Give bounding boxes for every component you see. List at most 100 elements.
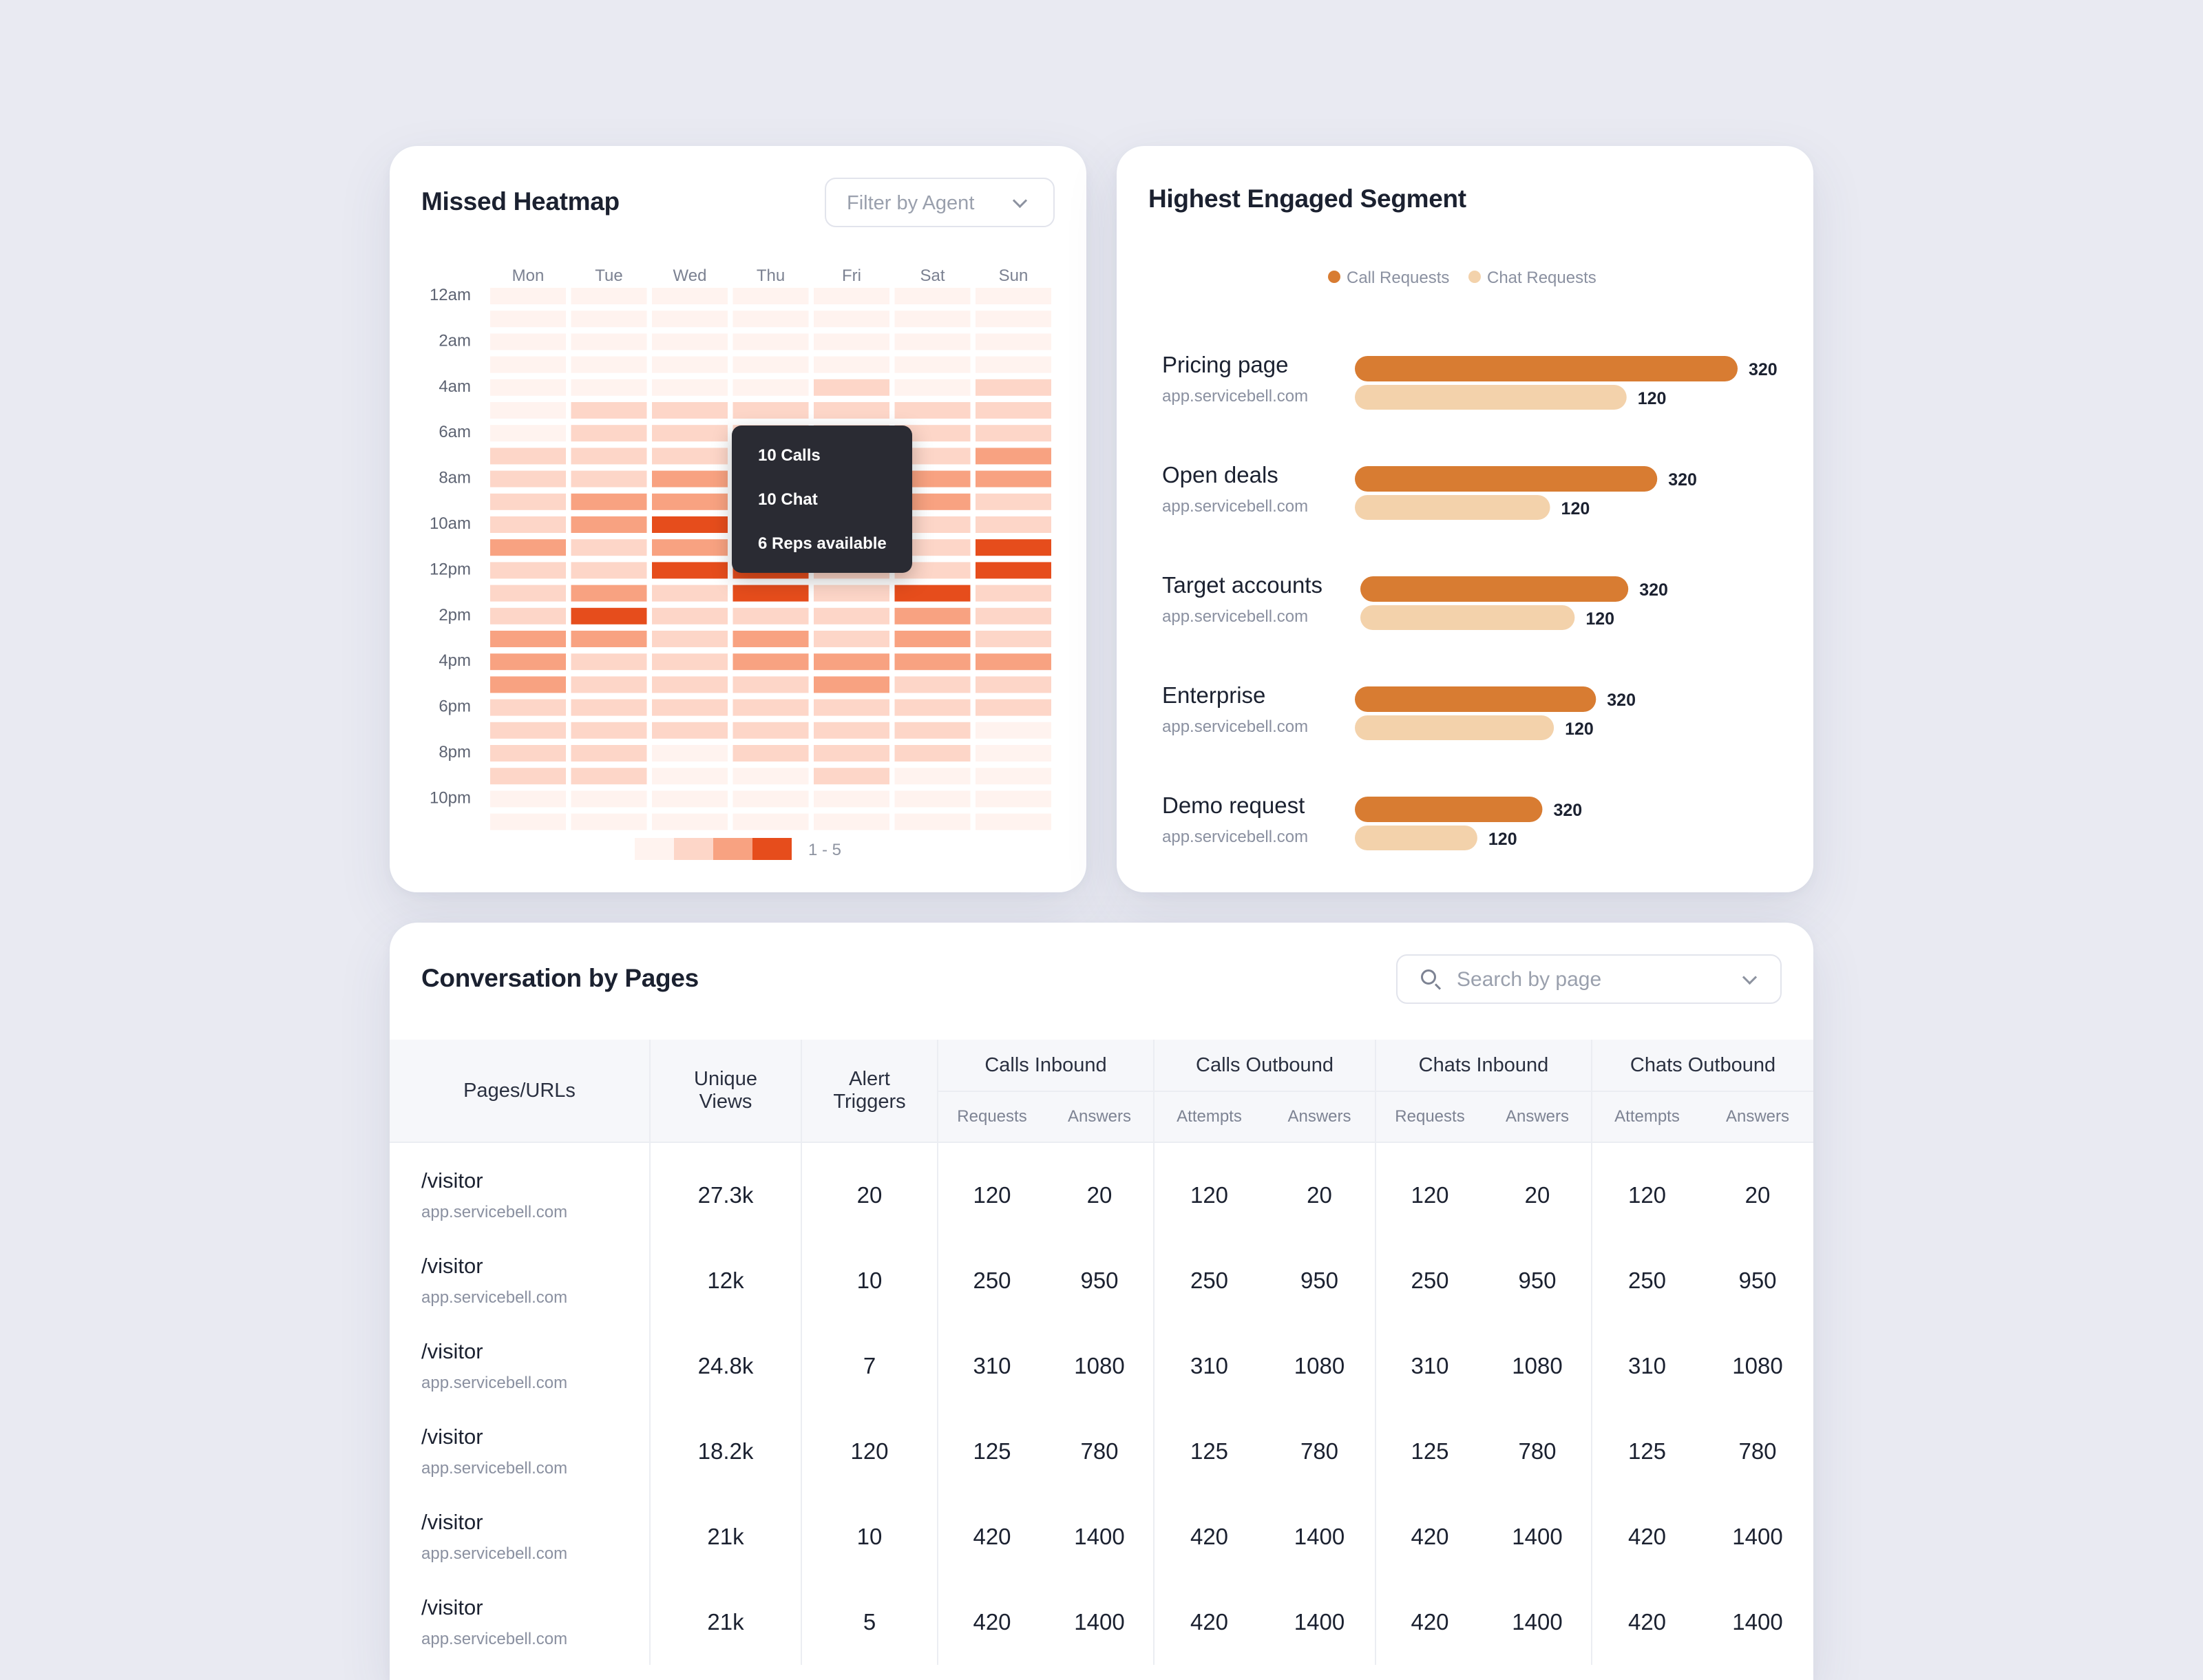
heatmap-cell[interactable] (814, 288, 889, 304)
heatmap-cell[interactable] (652, 813, 728, 830)
heatmap-cell[interactable] (571, 470, 647, 487)
heatmap-cell[interactable] (490, 722, 566, 739)
heatmap-cell[interactable] (652, 493, 728, 510)
heatmap-cell[interactable] (571, 402, 647, 419)
heatmap-cell[interactable] (894, 311, 971, 328)
heatmap-cell[interactable] (732, 745, 809, 762)
heatmap-cell[interactable] (490, 607, 566, 624)
heatmap-cell[interactable] (490, 356, 566, 373)
heatmap-cell[interactable] (894, 607, 971, 624)
heatmap-cell[interactable] (814, 745, 889, 762)
heatmap-cell[interactable] (894, 653, 971, 671)
heatmap-cell[interactable] (894, 288, 971, 304)
header-calls-outbound[interactable]: Calls Outbound (1153, 1040, 1375, 1091)
chat-requests-bar[interactable] (1355, 495, 1550, 520)
heatmap-cell[interactable] (652, 470, 728, 487)
heatmap-cell[interactable] (976, 813, 1051, 830)
heatmap-cell[interactable] (976, 288, 1051, 304)
heatmap-cell[interactable] (814, 790, 889, 808)
page-cell[interactable]: /visitor app.servicebell.com (390, 1494, 650, 1579)
heatmap-cell[interactable] (894, 333, 971, 350)
heatmap-cell[interactable] (571, 356, 647, 373)
heatmap-cell[interactable] (571, 288, 647, 304)
heatmap-cell[interactable] (814, 631, 889, 647)
heatmap-cell[interactable] (814, 607, 889, 624)
heatmap-cell[interactable] (490, 813, 566, 830)
heatmap-cell[interactable] (571, 745, 647, 762)
heatmap-cell[interactable] (976, 311, 1051, 328)
heatmap-cell[interactable] (894, 745, 971, 762)
heatmap-cell[interactable] (490, 585, 566, 602)
heatmap-cell[interactable] (732, 288, 809, 304)
call-requests-bar[interactable] (1360, 576, 1629, 602)
heatmap-cell[interactable] (490, 448, 566, 465)
heatmap-cell[interactable] (732, 722, 809, 739)
heatmap-cell[interactable] (490, 288, 566, 304)
heatmap-cell[interactable] (732, 607, 809, 624)
heatmap-cell[interactable] (814, 653, 889, 671)
heatmap-cell[interactable] (732, 311, 809, 328)
heatmap-cell[interactable] (976, 402, 1051, 419)
heatmap-cell[interactable] (490, 653, 566, 671)
page-cell[interactable]: /visitor app.servicebell.com (390, 1579, 650, 1665)
table-row[interactable]: /visitor app.servicebell.com 24.8k 7 310 1080… (390, 1323, 1813, 1409)
search-by-page-dropdown[interactable]: Search by page (1396, 954, 1782, 1004)
heatmap-cell[interactable] (652, 768, 728, 785)
heatmap-cell[interactable] (571, 722, 647, 739)
heatmap-cell[interactable] (814, 585, 889, 602)
heatmap-cell[interactable] (814, 676, 889, 693)
call-requests-bar[interactable] (1355, 356, 1738, 381)
subheader-answers[interactable]: Answers (1484, 1091, 1592, 1142)
heatmap-cell[interactable] (976, 699, 1051, 716)
heatmap-cell[interactable] (732, 585, 809, 602)
heatmap-cell[interactable] (976, 470, 1051, 487)
heatmap-cell[interactable] (652, 402, 728, 419)
heatmap-cell[interactable] (652, 631, 728, 647)
heatmap-cell[interactable] (652, 311, 728, 328)
heatmap-cell[interactable] (814, 722, 889, 739)
heatmap-cell[interactable] (652, 448, 728, 465)
heatmap-cell[interactable] (571, 813, 647, 830)
heatmap-cell[interactable] (814, 356, 889, 373)
heatmap-cell[interactable] (732, 402, 809, 419)
heatmap-cell[interactable] (571, 653, 647, 671)
heatmap-cell[interactable] (894, 631, 971, 647)
heatmap-cell[interactable] (976, 562, 1051, 579)
subheader-attempts[interactable]: Attempts (1153, 1091, 1264, 1142)
heatmap-cell[interactable] (652, 288, 728, 304)
subheader-requests[interactable]: Requests (1375, 1091, 1484, 1142)
heatmap-cell[interactable] (814, 813, 889, 830)
heatmap-cell[interactable] (894, 699, 971, 716)
heatmap-cell[interactable] (490, 379, 566, 396)
heatmap-cell[interactable] (571, 539, 647, 556)
heatmap-cell[interactable] (814, 699, 889, 716)
header-pages[interactable]: Pages/URLs (390, 1040, 650, 1142)
page-cell[interactable]: /visitor app.servicebell.com (390, 1323, 650, 1409)
heatmap-cell[interactable] (652, 676, 728, 693)
heatmap-cell[interactable] (894, 790, 971, 808)
heatmap-cell[interactable] (976, 379, 1051, 396)
heatmap-cell[interactable] (976, 516, 1051, 533)
header-unique-views[interactable]: Unique Views (649, 1040, 801, 1142)
subheader-answers[interactable]: Answers (1702, 1091, 1813, 1142)
heatmap-cell[interactable] (732, 653, 809, 671)
heatmap-cell[interactable] (732, 699, 809, 716)
heatmap-cell[interactable] (571, 790, 647, 808)
heatmap-cell[interactable] (571, 311, 647, 328)
table-row[interactable]: /visitor app.servicebell.com 21k 10 420 1400 4… (390, 1494, 1813, 1579)
heatmap-cell[interactable] (732, 813, 809, 830)
heatmap-cell[interactable] (732, 790, 809, 808)
heatmap-cell[interactable] (976, 356, 1051, 373)
page-cell[interactable]: /visitor app.servicebell.com (390, 1409, 650, 1494)
heatmap-cell[interactable] (894, 379, 971, 396)
heatmap-cell[interactable] (571, 333, 647, 350)
heatmap-cell[interactable] (490, 676, 566, 693)
heatmap-cell[interactable] (732, 631, 809, 647)
chat-requests-bar[interactable] (1360, 605, 1575, 630)
heatmap-cell[interactable] (652, 585, 728, 602)
heatmap-cell[interactable] (571, 768, 647, 785)
heatmap-cell[interactable] (976, 333, 1051, 350)
heatmap-cell[interactable] (976, 768, 1051, 785)
call-requests-bar[interactable] (1355, 686, 1596, 712)
chat-requests-bar[interactable] (1355, 826, 1477, 850)
